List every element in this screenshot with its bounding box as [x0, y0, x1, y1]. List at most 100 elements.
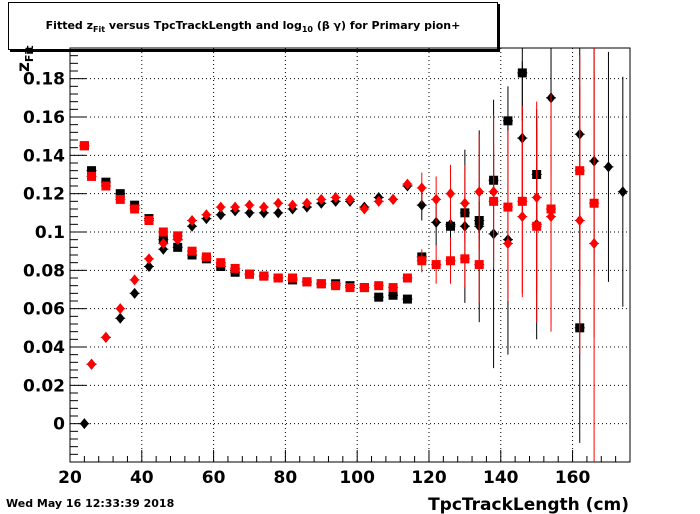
title-mid: versus TpcTrackLength and log	[105, 19, 302, 32]
data-point-square	[388, 283, 398, 293]
x-tick-label: 60	[202, 468, 226, 488]
data-point-square	[101, 181, 111, 191]
data-point-square	[359, 283, 369, 293]
data-point-diamond	[388, 193, 398, 205]
grid-lines	[69, 48, 630, 462]
data-point-square	[144, 216, 154, 225]
data-point-square	[230, 263, 240, 273]
data-point-square	[87, 171, 97, 181]
data-point-diamond	[187, 220, 197, 232]
data-point-diamond	[546, 211, 556, 223]
data-point-diamond	[244, 207, 254, 219]
axis-ticks	[69, 47, 631, 462]
data-point-square	[503, 116, 513, 126]
data-point-diamond	[115, 303, 125, 315]
y-tick-label: 0.08	[23, 261, 65, 281]
timestamp: Wed May 16 12:33:39 2018	[6, 497, 175, 510]
x-axis-title: TpcTrackLength (cm)	[428, 495, 629, 514]
data-point-diamond	[446, 218, 456, 230]
data-point-diamond	[417, 199, 427, 211]
chart-title: Fitted zFit versus TpcTrackLength and lo…	[9, 19, 497, 34]
data-point-square	[187, 246, 197, 256]
data-point-diamond	[374, 195, 384, 207]
data-point-diamond	[359, 203, 369, 215]
y-axis-title-main: z	[14, 62, 34, 72]
data-point-diamond	[345, 193, 355, 205]
title-sub-10: 10	[301, 25, 313, 35]
data-point-diamond	[144, 253, 154, 265]
data-point-diamond	[130, 274, 140, 286]
data-point-diamond	[402, 178, 412, 190]
data-point-square	[158, 227, 168, 237]
data-point-square	[79, 141, 89, 151]
data-point-diamond	[603, 161, 613, 173]
y-tick-label: 0.02	[23, 376, 65, 396]
data-point-diamond	[259, 207, 269, 219]
data-point-diamond	[302, 197, 312, 209]
data-point-diamond	[115, 312, 125, 324]
data-point-diamond	[259, 201, 269, 213]
data-point-diamond	[130, 287, 140, 299]
y-tick-label: 0.14	[23, 146, 65, 166]
data-point-diamond	[431, 193, 441, 205]
data-point-diamond	[201, 209, 211, 221]
data-point-diamond	[618, 186, 628, 198]
data-point-diamond	[489, 186, 499, 198]
data-point-diamond	[230, 201, 240, 213]
data-point-square	[388, 290, 398, 300]
data-point-diamond	[187, 215, 197, 226]
y-tick-label: 0.16	[23, 108, 65, 128]
data-point-diamond	[158, 238, 168, 249]
y-tick-label: 0.18	[23, 70, 65, 90]
data-point-diamond	[575, 215, 585, 226]
data-point-diamond	[144, 261, 154, 272]
data-point-diamond	[173, 234, 183, 246]
plot-frame	[69, 47, 631, 463]
y-tick-labels: 0 0.02 0.04 0.06 0.08 0.1 0.12 0.14 0.16 0.18	[23, 70, 65, 435]
data-point-square	[374, 281, 384, 291]
data-point-diamond	[417, 182, 427, 194]
data-point-square	[316, 279, 326, 289]
data-point-diamond	[273, 197, 283, 209]
data-point-diamond	[79, 418, 89, 430]
x-tick-label: 20	[58, 468, 82, 488]
data-point-diamond	[446, 188, 456, 200]
x-tick-label: 80	[274, 468, 298, 488]
data-point-diamond	[474, 186, 484, 198]
data-point-diamond	[331, 192, 341, 203]
data-point-diamond	[87, 358, 97, 370]
title-suffix: (β γ) for Primary pion+	[313, 19, 461, 32]
data-point-square	[244, 269, 254, 279]
data-point-diamond	[273, 207, 283, 219]
y-tick-label: 0.06	[23, 300, 65, 320]
data-point-square	[201, 252, 211, 262]
data-point-diamond	[503, 238, 513, 249]
x-tick-labels: 20 40 60 80 100 120 140 160	[58, 468, 590, 488]
title-prefix: Fitted z	[45, 19, 94, 32]
data-point-square	[115, 194, 125, 204]
data-point-diamond	[316, 193, 326, 205]
y-tick-label: 0.04	[23, 338, 65, 358]
data-point-square	[402, 273, 412, 283]
data-point-diamond	[244, 199, 254, 211]
data-point-square	[173, 242, 183, 252]
data-point-square	[288, 273, 298, 283]
x-tick-label: 120	[411, 468, 447, 488]
svg-text:zFit: zFit	[14, 46, 36, 72]
y-tick-label: 0.1	[35, 223, 65, 243]
data-point-square	[115, 189, 125, 199]
data-point-diamond	[101, 331, 111, 343]
data-point-diamond	[216, 209, 226, 221]
y-tick-label: 0.12	[23, 185, 65, 205]
x-tick-label: 160	[555, 468, 591, 488]
data-point-diamond	[288, 199, 298, 211]
data-point-square	[273, 273, 283, 283]
data-point-square	[417, 256, 427, 266]
title-box: Fitted zFit versus TpcTrackLength and lo…	[8, 2, 498, 50]
data-point-square	[331, 281, 341, 291]
data-point-square	[345, 283, 355, 293]
data-point-diamond	[216, 201, 226, 213]
y-axis-title: zFit	[14, 46, 36, 72]
data-point-square	[446, 256, 456, 266]
data-point-square	[431, 260, 441, 270]
